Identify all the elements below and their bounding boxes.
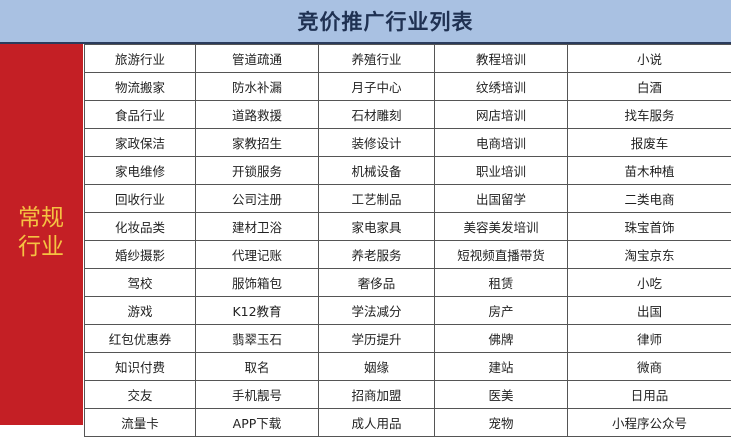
industry-cell: 食品行业 <box>85 101 196 129</box>
table-row: 交友手机靓号招商加盟医美日用品 <box>85 381 731 409</box>
industry-cell: 公司注册 <box>196 185 319 213</box>
industry-cell: 交友 <box>85 381 196 409</box>
industry-cell: 小说 <box>568 45 731 73</box>
industry-cell: 学历提升 <box>319 325 435 353</box>
industry-cell: 招商加盟 <box>319 381 435 409</box>
industry-cell: 二类电商 <box>568 185 731 213</box>
industry-cell: 手机靓号 <box>196 381 319 409</box>
industry-cell: 房产 <box>435 297 568 325</box>
table-row: 化妆品类建材卫浴家电家具美容美发培训珠宝首饰 <box>85 213 731 241</box>
industry-table: 旅游行业管道疏通养殖行业教程培训小说物流搬家防水补漏月子中心纹绣培训白酒食品行业… <box>84 44 731 437</box>
industry-cell: 佛牌 <box>435 325 568 353</box>
industry-cell: 家教招生 <box>196 129 319 157</box>
category-label-cell: 常规行业 <box>0 44 83 425</box>
industry-cell: 日用品 <box>568 381 731 409</box>
industry-cell: 奢侈品 <box>319 269 435 297</box>
table-row: 驾校服饰箱包奢侈品租赁小吃 <box>85 269 731 297</box>
industry-cell: 旅游行业 <box>85 45 196 73</box>
table-row: 物流搬家防水补漏月子中心纹绣培训白酒 <box>85 73 731 101</box>
industry-cell: 家电家具 <box>319 213 435 241</box>
table-row: 家政保洁家教招生装修设计电商培训报废车 <box>85 129 731 157</box>
industry-cell: 流量卡 <box>85 409 196 437</box>
industry-cell: 租赁 <box>435 269 568 297</box>
table-row: 旅游行业管道疏通养殖行业教程培训小说 <box>85 45 731 73</box>
industry-cell: 短视频直播带货 <box>435 241 568 269</box>
industry-cell: 宠物 <box>435 409 568 437</box>
table-row: 回收行业公司注册工艺制品出国留学二类电商 <box>85 185 731 213</box>
industry-cell: 养殖行业 <box>319 45 435 73</box>
industry-cell: 建站 <box>435 353 568 381</box>
industry-cell: 月子中心 <box>319 73 435 101</box>
category-label-line1: 常规 <box>18 205 64 231</box>
industry-cell: 装修设计 <box>319 129 435 157</box>
industry-cell: 游戏 <box>85 297 196 325</box>
industry-cell: 回收行业 <box>85 185 196 213</box>
industry-cell: 开锁服务 <box>196 157 319 185</box>
industry-cell: APP下载 <box>196 409 319 437</box>
industry-cell: 网店培训 <box>435 101 568 129</box>
table-row: 家电维修开锁服务机械设备职业培训苗木种植 <box>85 157 731 185</box>
industry-cell: 纹绣培训 <box>435 73 568 101</box>
category-label-line2: 行业 <box>18 234 64 260</box>
industry-cell: K12教育 <box>196 297 319 325</box>
industry-cell: 成人用品 <box>319 409 435 437</box>
page-header: 竞价推广行业列表 <box>0 0 731 44</box>
industry-cell: 学法减分 <box>319 297 435 325</box>
industry-cell: 翡翠玉石 <box>196 325 319 353</box>
industry-cell: 婚纱摄影 <box>85 241 196 269</box>
table-row: 红包优惠券翡翠玉石学历提升佛牌律师 <box>85 325 731 353</box>
industry-cell: 珠宝首饰 <box>568 213 731 241</box>
industry-cell: 道路救援 <box>196 101 319 129</box>
industry-cell: 化妆品类 <box>85 213 196 241</box>
table-row: 婚纱摄影代理记账养老服务短视频直播带货淘宝京东 <box>85 241 731 269</box>
table-row: 食品行业道路救援石材雕刻网店培训找车服务 <box>85 101 731 129</box>
industry-cell: 教程培训 <box>435 45 568 73</box>
industry-cell: 防水补漏 <box>196 73 319 101</box>
industry-cell: 工艺制品 <box>319 185 435 213</box>
industry-cell: 出国留学 <box>435 185 568 213</box>
industry-cell: 代理记账 <box>196 241 319 269</box>
industry-cell: 微商 <box>568 353 731 381</box>
industry-cell: 知识付费 <box>85 353 196 381</box>
industry-cell: 红包优惠券 <box>85 325 196 353</box>
industry-cell: 建材卫浴 <box>196 213 319 241</box>
industry-cell: 机械设备 <box>319 157 435 185</box>
industry-cell: 职业培训 <box>435 157 568 185</box>
industry-cell: 姻缘 <box>319 353 435 381</box>
table-row: 知识付费取名姻缘建站微商 <box>85 353 731 381</box>
industry-cell: 医美 <box>435 381 568 409</box>
page-title: 竞价推广行业列表 <box>258 6 474 36</box>
industry-cell: 管道疏通 <box>196 45 319 73</box>
industry-cell: 律师 <box>568 325 731 353</box>
industry-cell: 石材雕刻 <box>319 101 435 129</box>
industry-cell: 家政保洁 <box>85 129 196 157</box>
industry-cell: 出国 <box>568 297 731 325</box>
industry-cell: 小程序公众号 <box>568 409 731 437</box>
industry-cell: 物流搬家 <box>85 73 196 101</box>
industry-cell: 家电维修 <box>85 157 196 185</box>
industry-cell: 电商培训 <box>435 129 568 157</box>
industry-cell: 养老服务 <box>319 241 435 269</box>
industry-cell: 报废车 <box>568 129 731 157</box>
industry-cell: 淘宝京东 <box>568 241 731 269</box>
industry-cell: 白酒 <box>568 73 731 101</box>
industry-cell: 美容美发培训 <box>435 213 568 241</box>
industry-cell: 小吃 <box>568 269 731 297</box>
category-label: 常规行业 <box>6 204 76 262</box>
industry-cell: 找车服务 <box>568 101 731 129</box>
industry-cell: 苗木种植 <box>568 157 731 185</box>
industry-cell: 服饰箱包 <box>196 269 319 297</box>
industry-cell: 驾校 <box>85 269 196 297</box>
industry-cell: 取名 <box>196 353 319 381</box>
